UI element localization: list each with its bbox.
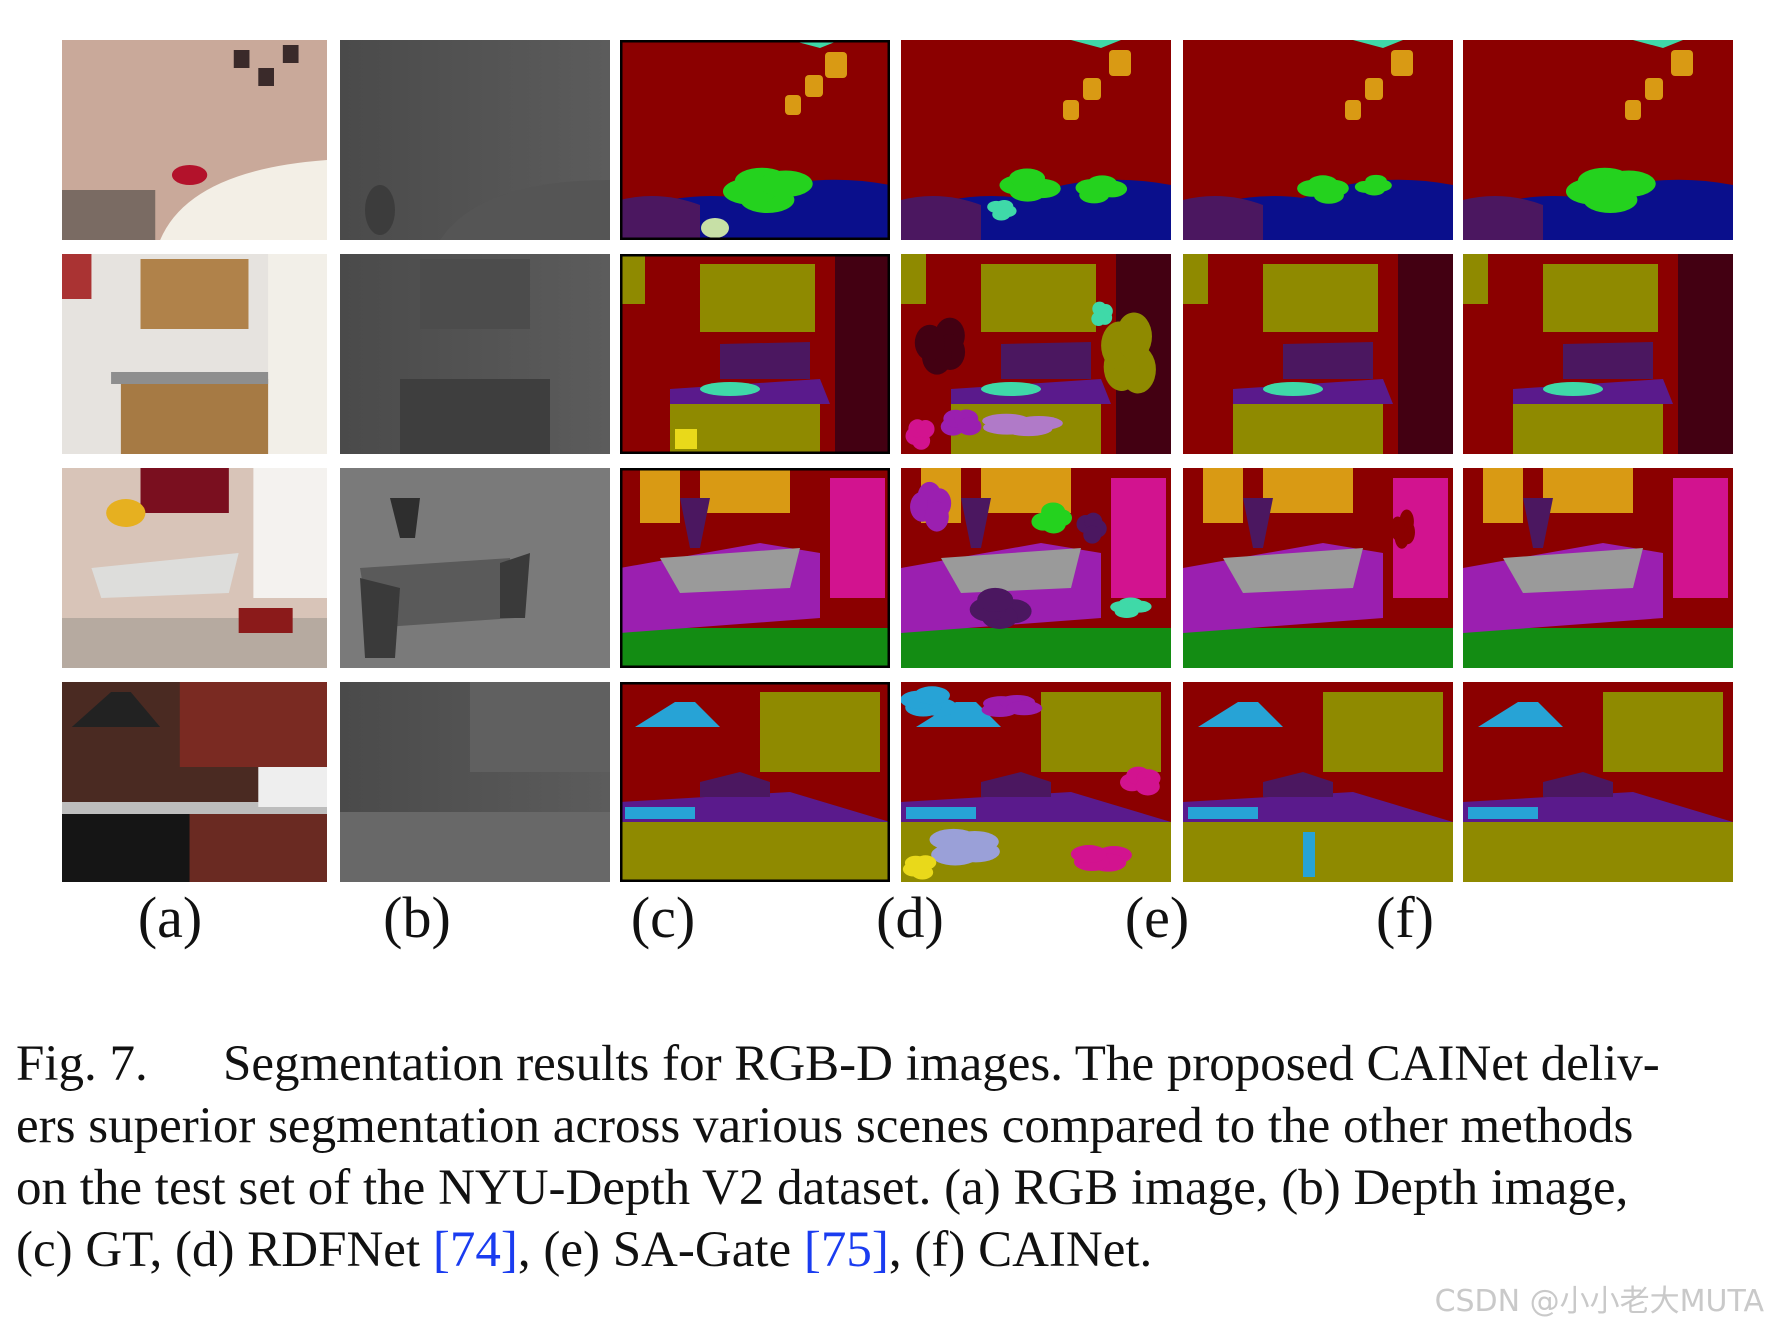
column-label-d: (d) [876,885,944,950]
caption-text-gt-rdfnet: (c) GT, (d) RDFNet [16,1222,433,1278]
panel-d-row-3 [901,468,1171,668]
figure-number: Fig. 7. [16,1036,148,1092]
column-label-a: (a) [137,885,203,950]
panel-c-row-2 [620,254,890,454]
panel-e-row-1 [1183,40,1453,240]
panel-c-row-1 [620,40,890,240]
panel-c-row-3 [620,468,890,668]
panel-e-row-3 [1183,468,1453,668]
caption-line-3: on the test set of the NYU-Depth V2 data… [16,1160,1629,1216]
panel-a-row-4 [62,682,327,882]
panel-d-row-2 [901,254,1171,454]
panel-c-row-4 [620,682,890,882]
panel-b-row-1 [340,40,610,240]
panel-f-row-3 [1463,468,1733,668]
panel-f-row-4 [1463,682,1733,882]
caption-line-2: ers superior segmentation across various… [16,1098,1634,1154]
panel-d-row-1 [901,40,1171,240]
caption-line-4: (c) GT, (d) RDFNet [74], (e) SA-Gate [75… [16,1219,1768,1281]
figure-caption: Fig. 7. Segmentation results for RGB-D im… [16,1033,1768,1281]
column-label-e: (e) [1124,885,1190,950]
panel-a-row-3 [62,468,327,668]
panel-b-row-2 [340,254,610,454]
citation-link-75[interactable]: [75] [803,1222,889,1278]
panel-e-row-4 [1183,682,1453,882]
citation-link-74[interactable]: [74] [432,1222,518,1278]
column-label-b: (b) [383,885,451,950]
caption-line-1-text: Segmentation results for RGB-D images. T… [223,1036,1660,1092]
caption-text-cainet: , (f) CAINet. [888,1222,1153,1278]
column-label-f: (f) [1376,885,1434,950]
column-label-c: (c) [630,885,696,950]
caption-line-1: Fig. 7. Segmentation results for RGB-D im… [16,1033,1768,1095]
panel-f-row-2 [1463,254,1733,454]
panel-a-row-1 [62,40,327,240]
panel-b-row-3 [340,468,610,668]
panel-b-row-4 [340,682,610,882]
figure-grid: (a) (b) (c) (d) (e) (f) [62,40,1733,950]
panel-d-row-4 [901,682,1171,882]
panel-e-row-2 [1183,254,1453,454]
watermark: CSDN @小小老大MUTA [1434,1284,1764,1319]
panel-a-row-2 [62,254,327,454]
panel-f-row-1 [1463,40,1733,240]
caption-text-sagate: , (e) SA-Gate [517,1222,804,1278]
